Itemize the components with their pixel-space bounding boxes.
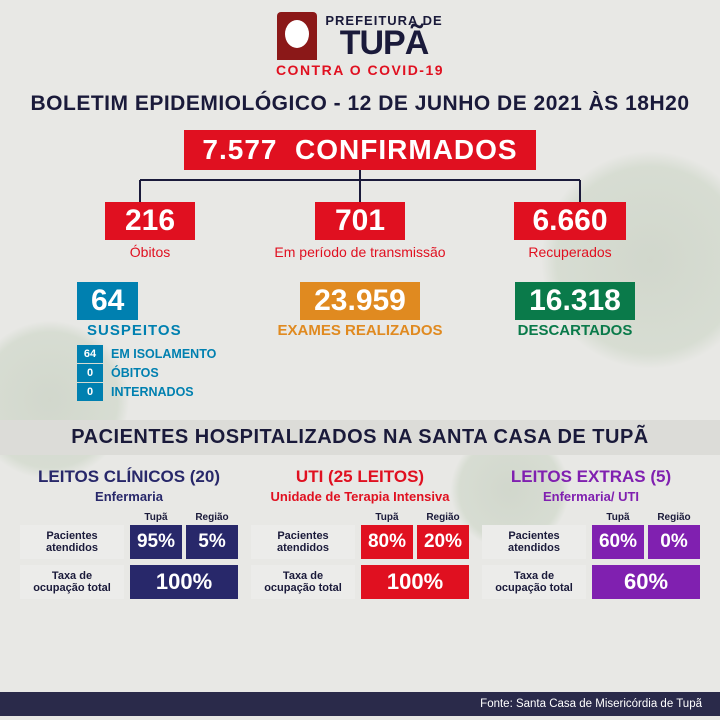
extras-pacientes-label: Pacientes atendidos: [482, 525, 586, 559]
tree-connectors-icon: [80, 170, 640, 202]
extras-taxa: 60%: [592, 565, 700, 599]
suspeitos-block: 64 SUSPEITOS 64 EM ISOLAMENTO 0 ÓBITOS 0…: [45, 282, 245, 402]
branch-recuperados: 6.660 Recuperados: [480, 202, 660, 260]
suspeitos-value: 64: [77, 282, 138, 320]
uti-title: UTI (25 LEITOS): [251, 467, 469, 487]
uti-regiao: 20%: [417, 525, 469, 559]
suspeitos-isolamento: 64 EM ISOLAMENTO: [77, 345, 245, 363]
recuperados-label: Recuperados: [480, 244, 660, 260]
tagline: CONTRA O COVID-19: [0, 62, 720, 78]
uti-tupa: 80%: [361, 525, 413, 559]
exames-block: 23.959 EXAMES REALIZADOS: [260, 282, 460, 402]
recuperados-value: 6.660: [514, 202, 625, 240]
obitos-value: 216: [105, 202, 195, 240]
branch-obitos: 216 Óbitos: [60, 202, 240, 260]
source-footer: Fonte: Santa Casa de Misericórdia de Tup…: [0, 692, 720, 716]
descartados-label: DESCARTADOS: [475, 322, 675, 339]
clin-taxa-label: Taxa de ocupação total: [20, 565, 124, 599]
header: PREFEITURA DE TUPÃ CONTRA O COVID-19: [0, 0, 720, 78]
exames-value: 23.959: [300, 282, 420, 320]
confirmed-label: CONFIRMADOS: [295, 134, 518, 165]
uti-pacientes-label: Pacientes atendidos: [251, 525, 355, 559]
extras-regiao: 0%: [648, 525, 700, 559]
clin-regiao: 5%: [186, 525, 238, 559]
clin-title: LEITOS CLÍNICOS (20): [20, 467, 238, 487]
suspeitos-label: SUSPEITOS: [77, 322, 245, 339]
confirmed-box: 7.577 CONFIRMADOS: [184, 130, 535, 170]
transmissao-label: Em período de transmissão: [270, 244, 450, 260]
uti-taxa: 100%: [361, 565, 469, 599]
hospital-banner: PACIENTES HOSPITALIZADOS NA SANTA CASA D…: [0, 420, 720, 455]
exames-label: EXAMES REALIZADOS: [260, 322, 460, 339]
confirmed-value: 7.577: [202, 134, 277, 165]
extras-tupa: 60%: [592, 525, 644, 559]
clin-tupa: 95%: [130, 525, 182, 559]
extras-taxa-label: Taxa de ocupação total: [482, 565, 586, 599]
transmissao-value: 701: [315, 202, 405, 240]
suspeitos-obitos: 0 ÓBITOS: [77, 364, 245, 382]
clin-sub: Enfermaria: [20, 489, 238, 504]
extras-sub: Enfermaria/ UTI: [482, 489, 700, 504]
clin-pacientes-label: Pacientes atendidos: [20, 525, 124, 559]
descartados-value: 16.318: [515, 282, 635, 320]
col-uti: UTI (25 LEITOS) Unidade de Terapia Inten…: [251, 467, 469, 605]
extras-title: LEITOS EXTRAS (5): [482, 467, 700, 487]
col-leitos-clinicos: LEITOS CLÍNICOS (20) Enfermaria Tupã Reg…: [20, 467, 238, 605]
uti-sub: Unidade de Terapia Intensiva: [251, 489, 469, 504]
branch-transmissao: 701 Em período de transmissão: [270, 202, 450, 260]
city-crest-icon: [277, 12, 317, 60]
descartados-block: 16.318 DESCARTADOS: [475, 282, 675, 402]
uti-taxa-label: Taxa de ocupação total: [251, 565, 355, 599]
city-name: TUPÃ: [325, 28, 442, 59]
bulletin-title: BOLETIM EPIDEMIOLÓGICO - 12 DE JUNHO DE …: [0, 92, 720, 116]
suspeitos-internados: 0 INTERNADOS: [77, 383, 245, 401]
obitos-label: Óbitos: [60, 244, 240, 260]
clin-taxa: 100%: [130, 565, 238, 599]
col-extras: LEITOS EXTRAS (5) Enfermaria/ UTI Tupã R…: [482, 467, 700, 605]
